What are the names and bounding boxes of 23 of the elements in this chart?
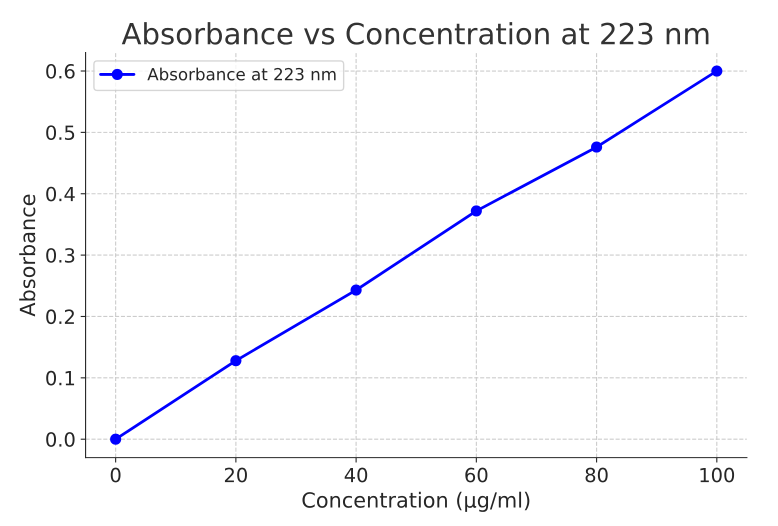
point — [350, 284, 362, 296]
y-axis-title: Absorbance — [19, 194, 36, 317]
chart-title: Absorbance vs Concentration at 223 nm — [122, 22, 708, 45]
y-tick-label: 0.2 — [46, 309, 74, 324]
point — [110, 434, 122, 445]
x-tick-label: 40 — [344, 468, 368, 482]
point — [230, 355, 242, 366]
point — [591, 142, 602, 153]
point — [711, 65, 722, 77]
x-tick-label: 0 — [110, 468, 121, 482]
x-tick-label: 100 — [700, 468, 734, 482]
y-tick-label: 0.1 — [46, 370, 74, 386]
y-tick-label: 0.4 — [46, 186, 75, 202]
legend-label: Absorbance at 223 nm — [147, 68, 336, 80]
y-tick-label: 0.3 — [46, 248, 74, 263]
x-tick-label: 80 — [586, 468, 608, 482]
x-tick-label: 20 — [224, 468, 247, 482]
x-axis-title: Concentration (µg/ml) — [302, 492, 530, 512]
y-tick-label: 0.5 — [46, 125, 74, 140]
y-tick-label: 0.6 — [46, 64, 75, 79]
point — [470, 205, 482, 216]
y-tick-label: 0.0 — [46, 432, 75, 447]
x-tick-label: 60 — [465, 468, 488, 482]
